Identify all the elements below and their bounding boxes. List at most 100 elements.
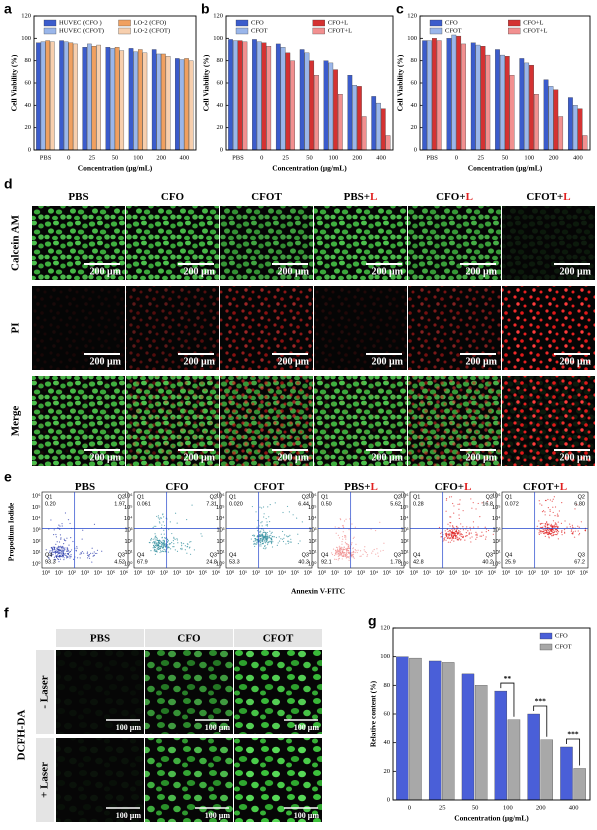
event-dot [569,523,571,525]
event-dot [161,544,163,546]
event-dot [163,516,165,518]
event-dot [176,539,179,541]
event-dot [445,534,447,536]
event-dot [160,550,162,552]
row-label: Merge [10,406,22,437]
event-dot [487,529,490,532]
event-dot [173,536,175,538]
event-dot [541,504,543,506]
event-dot [339,518,341,520]
event-dot [345,538,347,540]
event-dot [263,541,265,543]
event-dot [160,545,163,548]
x-tick-label: 10³ [357,570,365,576]
event-dot [348,552,350,554]
bar [548,86,554,151]
event-dot [263,513,265,515]
bar [36,42,41,151]
event-dot [554,529,556,531]
event-dot [167,545,169,547]
event-dot [59,525,61,527]
event-dot [67,550,69,552]
event-dot [346,550,348,552]
row-label: Calcein AM [10,214,22,271]
micrograph-green [234,650,322,734]
x-tick-label: 10⁴ [186,569,195,576]
event-dot [162,539,164,541]
event-dot [347,549,350,552]
y-tick-label: 80 [384,682,391,689]
x-tick-label: 10⁰ [134,569,143,576]
x-tick-label: 10⁵ [199,569,207,576]
event-dot [70,549,73,551]
y-tick-label: 20 [25,124,32,131]
event-dot [271,546,274,548]
x-tick-label: 25 [89,154,96,161]
event-dot [80,553,82,555]
event-dot [343,546,345,548]
event-dot [337,559,339,561]
event-dot [156,547,158,549]
event-dot [341,553,343,555]
event-dot [460,538,462,540]
event-dot [446,533,448,535]
event-dot [470,532,472,534]
event-dot [574,508,576,510]
event-dot [57,549,60,551]
event-dot [543,531,546,533]
row-label: - Laser [39,675,51,708]
event-dot [552,520,555,522]
event-dot [66,547,68,549]
event-dot [261,542,263,545]
event-dot [335,552,337,555]
event-dot [557,538,559,540]
label-text: PBS [75,481,95,493]
event-dot [580,521,582,523]
event-dot [156,551,158,553]
micrograph-red [314,286,407,370]
plot-title: CFO [165,481,189,493]
event-dot [539,503,541,505]
event-dot [69,557,71,559]
bar [456,35,462,151]
column-header-bg [145,629,233,647]
event-dot [372,550,374,552]
scale-bar-label: 200 μm [372,452,404,463]
x-tick-label: 10⁵ [383,569,391,576]
event-dot [56,555,58,557]
event-dot [86,552,88,555]
event-dot [452,502,454,505]
event-dot [155,541,157,543]
x-tick-label: 10² [160,570,168,576]
event-dot [257,539,259,542]
event-dot [157,546,160,549]
event-dot [266,543,269,546]
scale-bar-label: 200 μm [560,356,592,367]
event-dot [354,549,356,551]
event-dot [72,540,74,543]
legend-label: CFO+L [523,19,543,26]
event-dot [269,541,271,543]
event-dot [57,545,59,547]
y-tick-label: 10⁵ [216,504,224,511]
event-dot [458,508,460,510]
x-tick-label: 10² [344,570,352,576]
event-dot [542,529,544,531]
bar [87,43,92,151]
event-dot [64,549,66,551]
event-dot [548,532,550,535]
y-tick-label: 60 [217,79,224,86]
bar [96,44,101,151]
event-dot [555,525,557,528]
x-axis-label: Concentration (μg/mL) [468,164,543,173]
event-dot [438,526,441,529]
event-dot [346,551,348,554]
event-dot [55,549,57,551]
event-dot [63,557,65,559]
event-dot [184,549,186,551]
y-tick-label: 10¹ [125,550,133,556]
bar [304,52,310,151]
bar [480,46,486,151]
event-dot [338,555,340,557]
event-dot [260,507,263,509]
